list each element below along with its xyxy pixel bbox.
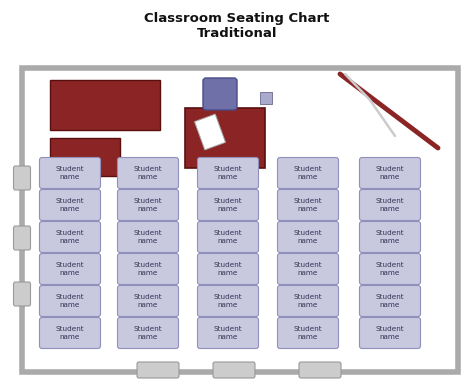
Text: Student
name: Student name (134, 198, 162, 212)
FancyBboxPatch shape (359, 221, 420, 252)
FancyBboxPatch shape (13, 226, 30, 250)
FancyBboxPatch shape (118, 158, 179, 188)
Text: Student
name: Student name (55, 230, 84, 244)
Text: Student
name: Student name (55, 262, 84, 276)
FancyBboxPatch shape (198, 221, 258, 252)
FancyBboxPatch shape (277, 286, 338, 317)
FancyBboxPatch shape (13, 282, 30, 306)
Text: Student
name: Student name (134, 166, 162, 180)
FancyBboxPatch shape (118, 253, 179, 284)
FancyBboxPatch shape (213, 362, 255, 378)
FancyBboxPatch shape (39, 286, 100, 317)
Text: Student
name: Student name (294, 326, 322, 340)
FancyBboxPatch shape (198, 253, 258, 284)
Text: Student
name: Student name (376, 230, 404, 244)
Text: Student
name: Student name (376, 262, 404, 276)
Text: Classroom Seating Chart: Classroom Seating Chart (144, 12, 330, 25)
FancyBboxPatch shape (39, 317, 100, 349)
Text: Student
name: Student name (294, 262, 322, 276)
Text: Student
name: Student name (294, 198, 322, 212)
Text: Student
name: Student name (214, 230, 242, 244)
Text: Student
name: Student name (214, 294, 242, 308)
FancyBboxPatch shape (118, 221, 179, 252)
Text: Traditional: Traditional (197, 27, 277, 40)
FancyBboxPatch shape (277, 221, 338, 252)
FancyBboxPatch shape (359, 158, 420, 188)
FancyBboxPatch shape (118, 317, 179, 349)
Text: Student
name: Student name (376, 326, 404, 340)
FancyBboxPatch shape (359, 317, 420, 349)
Text: Student
name: Student name (214, 166, 242, 180)
FancyBboxPatch shape (277, 158, 338, 188)
FancyBboxPatch shape (203, 78, 237, 110)
Bar (260, 92, 272, 104)
FancyBboxPatch shape (39, 221, 100, 252)
Text: Student
name: Student name (376, 166, 404, 180)
FancyBboxPatch shape (198, 158, 258, 188)
Text: Student
name: Student name (214, 326, 242, 340)
FancyBboxPatch shape (137, 362, 179, 378)
FancyBboxPatch shape (39, 253, 100, 284)
FancyBboxPatch shape (277, 317, 338, 349)
FancyBboxPatch shape (359, 190, 420, 221)
FancyBboxPatch shape (198, 317, 258, 349)
FancyBboxPatch shape (299, 362, 341, 378)
FancyBboxPatch shape (277, 253, 338, 284)
Text: Student
name: Student name (134, 294, 162, 308)
Bar (50, 80, 160, 130)
Bar (185, 108, 265, 168)
Bar (194, 114, 226, 150)
FancyBboxPatch shape (118, 286, 179, 317)
Text: Student
name: Student name (214, 198, 242, 212)
FancyBboxPatch shape (13, 166, 30, 190)
Text: Student
name: Student name (376, 294, 404, 308)
Text: Student
name: Student name (134, 262, 162, 276)
FancyBboxPatch shape (198, 286, 258, 317)
Text: Student
name: Student name (294, 166, 322, 180)
Text: Student
name: Student name (214, 262, 242, 276)
FancyBboxPatch shape (118, 190, 179, 221)
Text: Student
name: Student name (55, 166, 84, 180)
FancyBboxPatch shape (39, 190, 100, 221)
Text: Student
name: Student name (134, 326, 162, 340)
Text: Student
name: Student name (134, 230, 162, 244)
Bar (22, 68, 458, 372)
Text: Student
name: Student name (55, 198, 84, 212)
Text: Student
name: Student name (294, 294, 322, 308)
FancyBboxPatch shape (39, 158, 100, 188)
Text: Student
name: Student name (55, 294, 84, 308)
FancyBboxPatch shape (198, 190, 258, 221)
FancyBboxPatch shape (277, 190, 338, 221)
Bar (50, 138, 120, 176)
FancyBboxPatch shape (359, 286, 420, 317)
Text: Student
name: Student name (376, 198, 404, 212)
Text: Student
name: Student name (55, 326, 84, 340)
FancyBboxPatch shape (359, 253, 420, 284)
Text: Student
name: Student name (294, 230, 322, 244)
